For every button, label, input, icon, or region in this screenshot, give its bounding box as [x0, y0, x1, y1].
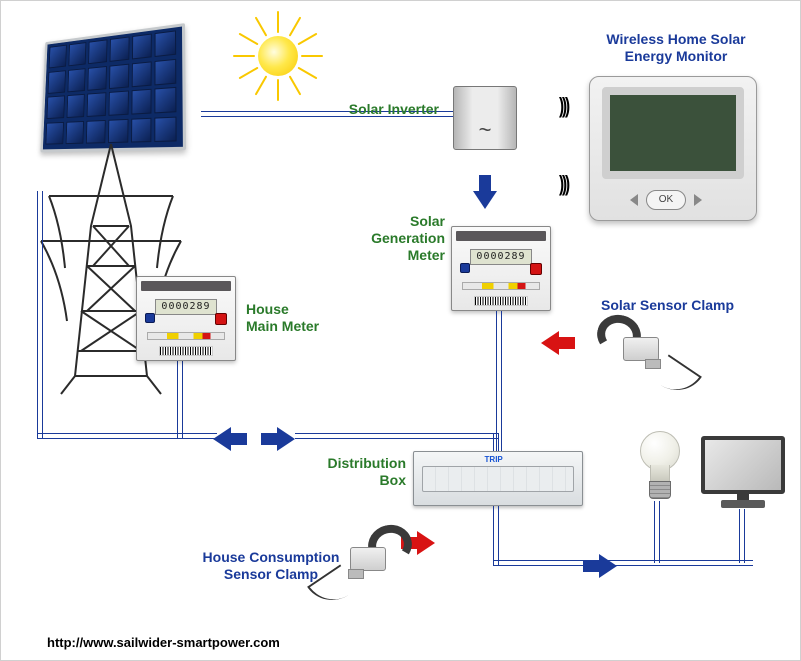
- wireless-wave-icon-bottom: ))): [559, 171, 568, 197]
- diagram-canvas: /*grid drawn via cells below*/ Solar Inv…: [0, 0, 801, 661]
- meter-reading: 0000289: [470, 249, 532, 265]
- house-main-meter-icon: 0000289: [136, 276, 236, 361]
- solar-panel-icon: /*grid drawn via cells below*/: [40, 23, 186, 152]
- wire-main-join: [183, 433, 217, 439]
- label-wireless-monitor: Wireless Home Solar Energy Monitor: [576, 31, 776, 65]
- wire-pylon-down: [37, 191, 43, 439]
- source-url: http://www.sailwider-smartpower.com: [47, 635, 280, 650]
- sun-icon: [233, 11, 323, 101]
- wire-to-bulb: [654, 501, 660, 563]
- label-solar-generation-meter: Solar Generation Meter: [353, 213, 445, 263]
- solar-inverter-icon: [453, 86, 517, 150]
- distribution-box-icon: TRIP: [413, 451, 583, 506]
- solar-sensor-clamp-icon: [593, 311, 673, 381]
- monitor-ok-button: OK: [646, 190, 686, 210]
- solar-generation-meter-icon: 0000289: [451, 226, 551, 311]
- wire-main-to-dist-v: [493, 433, 499, 453]
- arrow-bidir-left: [213, 427, 231, 451]
- label-solar-sensor-clamp: Solar Sensor Clamp: [601, 297, 734, 314]
- wire-pylon-up-to-meter: [177, 361, 183, 439]
- distbox-brand: TRIP: [485, 455, 503, 464]
- label-distribution-box: Distribution Box: [314, 455, 406, 489]
- meter-reading-main: 0000289: [155, 299, 217, 315]
- arrow-solar-clamp: [541, 331, 559, 355]
- wireless-wave-icon-top: ))): [559, 93, 568, 119]
- tv-icon: [701, 436, 785, 510]
- wire-main-to-dist-h: [295, 433, 499, 439]
- arrow-house-clamp: [417, 531, 435, 555]
- light-bulb-icon: [637, 431, 683, 503]
- arrow-inverter-to-genmeter: [473, 191, 497, 209]
- arrow-dist-to-loads: [599, 554, 617, 578]
- wire-genmeter-distbox: [496, 311, 502, 451]
- wire-dist-down: [493, 506, 499, 566]
- label-solar-inverter: Solar Inverter: [329, 101, 439, 118]
- arrow-bidir-right: [277, 427, 295, 451]
- wireless-monitor-icon: OK: [589, 76, 757, 221]
- label-house-main-meter: House Main Meter: [246, 301, 319, 335]
- label-house-consumption-clamp: House Consumption Sensor Clamp: [186, 549, 356, 583]
- wire-pylon-right: [37, 433, 183, 439]
- wire-to-tv: [739, 509, 745, 563]
- wire-dist-right: [493, 560, 753, 566]
